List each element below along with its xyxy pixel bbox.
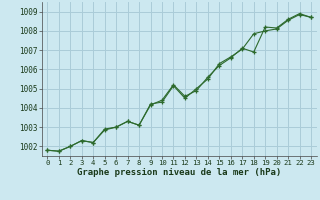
X-axis label: Graphe pression niveau de la mer (hPa): Graphe pression niveau de la mer (hPa) [77,168,281,177]
